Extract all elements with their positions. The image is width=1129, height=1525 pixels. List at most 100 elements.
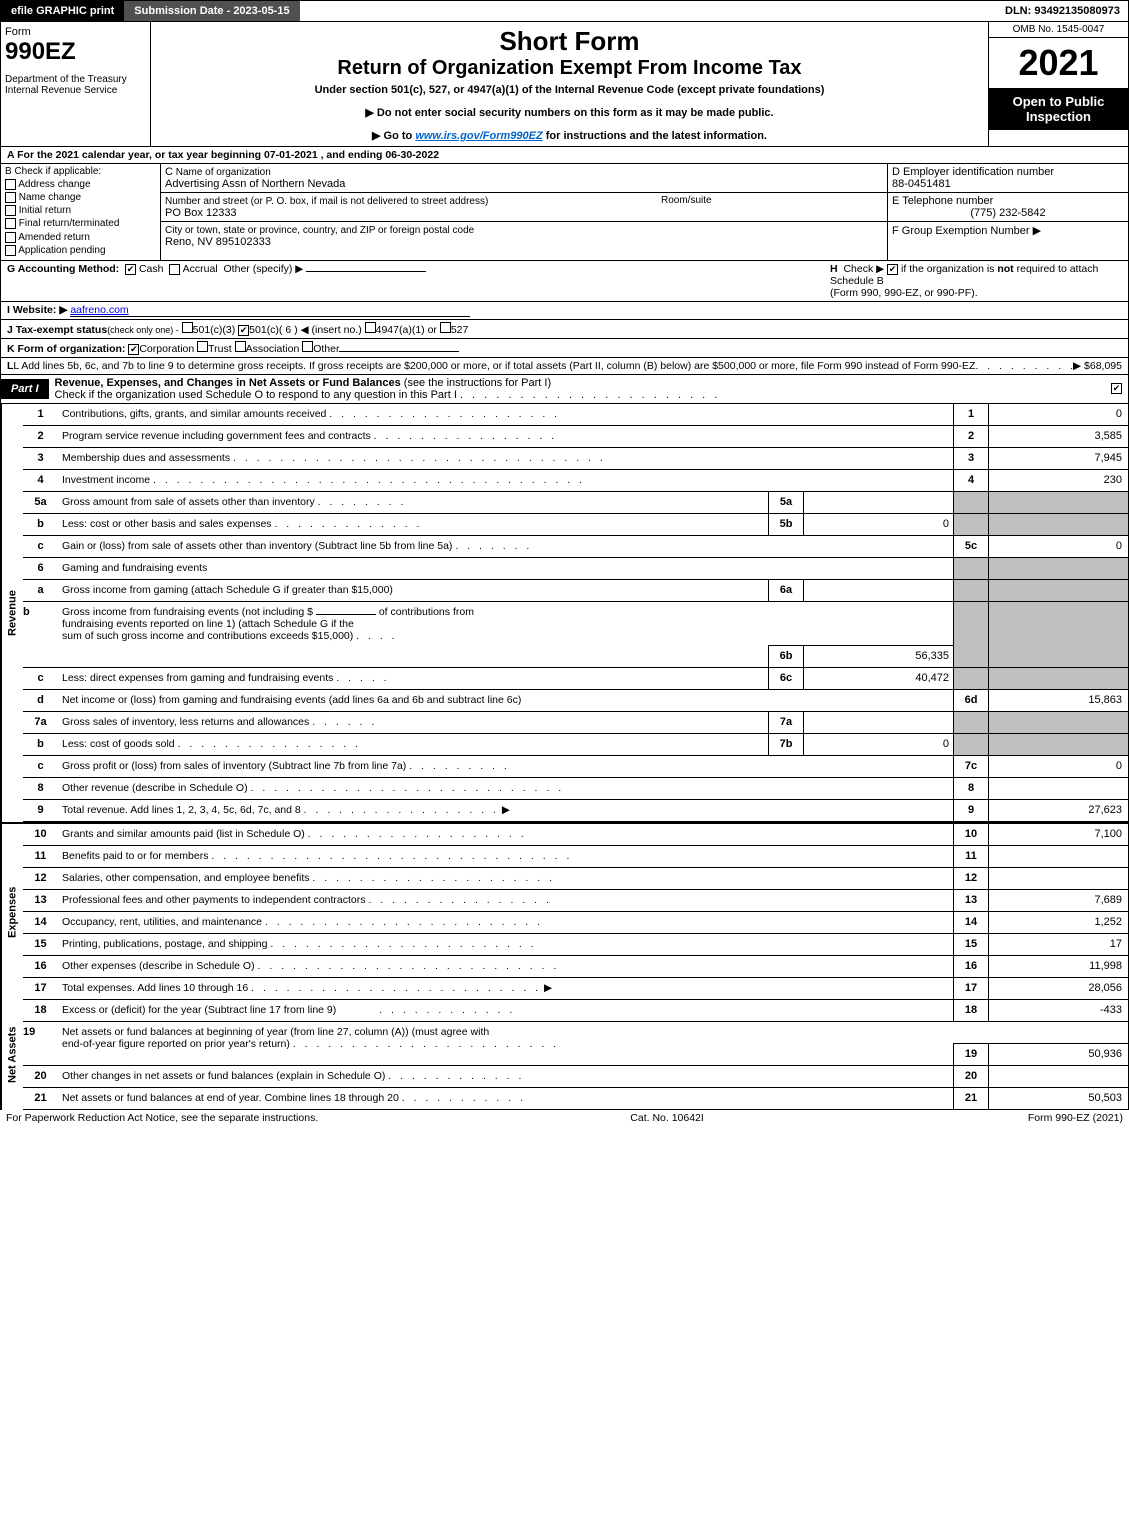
part1-label: Part I xyxy=(1,379,49,399)
val-13: 7,689 xyxy=(988,890,1128,911)
lbl-other-org: Other xyxy=(313,343,339,355)
h-check: Check ▶ xyxy=(843,263,884,275)
val-7c: 0 xyxy=(988,756,1128,777)
lbl-final-return: Final return/terminated xyxy=(19,219,120,230)
line-20: 20 Other changes in net assets or fund b… xyxy=(23,1066,1128,1088)
lbl-amended-return: Amended return xyxy=(18,232,90,243)
val-16: 11,998 xyxy=(988,956,1128,977)
val-6b: 56,335 xyxy=(803,645,953,667)
info-block: B Check if applicable: Address change Na… xyxy=(0,164,1129,261)
org-name: Advertising Assn of Northern Nevada xyxy=(165,178,345,190)
chk-initial-return[interactable] xyxy=(5,205,16,216)
line-6d: d Net income or (loss) from gaming and f… xyxy=(23,690,1128,712)
val-5b: 0 xyxy=(803,514,953,535)
header-right: OMB No. 1545-0047 2021 Open to Public In… xyxy=(988,22,1128,146)
val-6d: 15,863 xyxy=(988,690,1128,711)
chk-4947[interactable] xyxy=(365,322,376,333)
ssn-notice: ▶ Do not enter social security numbers o… xyxy=(155,106,984,119)
chk-527[interactable] xyxy=(440,322,451,333)
chk-assoc[interactable] xyxy=(235,341,246,352)
website-link[interactable]: aafreno.com xyxy=(70,304,470,317)
val-4: 230 xyxy=(988,470,1128,491)
chk-501c3[interactable] xyxy=(182,322,193,333)
dln-label: DLN: 93492135080973 xyxy=(1005,5,1128,17)
chk-amended-return[interactable] xyxy=(5,232,16,243)
chk-other-org[interactable] xyxy=(302,341,313,352)
line-6: 6 Gaming and fundraising events xyxy=(23,558,1128,580)
e-label: E Telephone number xyxy=(892,195,993,207)
chk-cash[interactable]: ✔ xyxy=(125,264,136,275)
line-7c: c Gross profit or (loss) from sales of i… xyxy=(23,756,1128,778)
line-8: 8 Other revenue (describe in Schedule O)… xyxy=(23,778,1128,800)
fundraising-amount-input[interactable] xyxy=(316,614,376,615)
chk-name-change[interactable] xyxy=(5,192,16,203)
efile-print-button[interactable]: efile GRAPHIC print xyxy=(1,1,124,21)
org-address: PO Box 12333 xyxy=(165,207,237,219)
expenses-side-label: Expenses xyxy=(1,824,23,1000)
chk-final-return[interactable] xyxy=(5,218,16,229)
line-18: 18 Excess or (deficit) for the year (Sub… xyxy=(23,1000,1128,1022)
lbl-address-change: Address change xyxy=(18,179,90,190)
other-specify-input[interactable] xyxy=(306,271,426,272)
val-14: 1,252 xyxy=(988,912,1128,933)
chk-501c[interactable]: ✔ xyxy=(238,325,249,336)
netassets-side-label: Net Assets xyxy=(1,1000,23,1110)
val-1: 0 xyxy=(988,404,1128,425)
name-label: Name of organization xyxy=(173,167,271,178)
val-15: 17 xyxy=(988,934,1128,955)
line-16: 16 Other expenses (describe in Schedule … xyxy=(23,956,1128,978)
b-label: B xyxy=(5,166,12,177)
val-12 xyxy=(988,868,1128,889)
h-label: H xyxy=(830,263,838,275)
lbl-501c: 501(c)( 6 ) ◀ (insert no.) xyxy=(249,324,362,336)
header-left: Form 990EZ Department of the Treasury In… xyxy=(1,22,151,146)
val-9: 27,623 xyxy=(988,800,1128,821)
footer-left: For Paperwork Reduction Act Notice, see … xyxy=(6,1112,318,1124)
val-5a xyxy=(803,492,953,513)
lbl-initial-return: Initial return xyxy=(19,205,71,216)
chk-trust[interactable] xyxy=(197,341,208,352)
f-label: F Group Exemption Number ▶ xyxy=(892,225,1041,237)
goto-pre: ▶ Go to xyxy=(372,130,415,142)
chk-corp[interactable]: ✔ xyxy=(128,344,139,355)
line-17: 17 Total expenses. Add lines 10 through … xyxy=(23,978,1128,1000)
submission-date-button[interactable]: Submission Date - 2023-05-15 xyxy=(124,1,299,21)
i-label: I Website: ▶ xyxy=(7,304,67,316)
chk-address-change[interactable] xyxy=(5,179,16,190)
val-20 xyxy=(988,1066,1128,1087)
h-text5: (Form 990, 990-EZ, or 990-PF). xyxy=(830,287,978,299)
addr-label: Number and street (or P. O. box, if mail… xyxy=(165,196,488,207)
other-org-input[interactable] xyxy=(339,351,459,352)
lbl-501c3: 501(c)(3) xyxy=(193,324,236,336)
line-6c: c Less: direct expenses from gaming and … xyxy=(23,668,1128,690)
g-label: G Accounting Method: xyxy=(7,263,119,275)
lbl-application-pending: Application pending xyxy=(18,245,105,256)
line-10: 10 Grants and similar amounts paid (list… xyxy=(23,824,1128,846)
val-11 xyxy=(988,846,1128,867)
j-label: J Tax-exempt status xyxy=(7,324,107,336)
lbl-name-change: Name change xyxy=(19,192,81,203)
val-6a xyxy=(803,580,953,601)
line-6b: b Gross income from fundraising events (… xyxy=(23,602,1128,668)
open-to-public: Open to Public Inspection xyxy=(989,88,1128,130)
l-value: 68,095 xyxy=(1090,360,1122,372)
line-15: 15 Printing, publications, postage, and … xyxy=(23,934,1128,956)
j-sub: (check only one) - xyxy=(107,325,179,335)
val-2: 3,585 xyxy=(988,426,1128,447)
lbl-assoc: Association xyxy=(246,343,300,355)
lbl-accrual: Accrual xyxy=(183,263,218,275)
return-title: Return of Organization Exempt From Incom… xyxy=(155,57,984,80)
chk-part1-schedo[interactable]: ✔ xyxy=(1111,383,1122,394)
lbl-527: 527 xyxy=(451,324,469,336)
section-k: K Form of organization: ✔ Corporation Tr… xyxy=(0,339,1129,358)
chk-h[interactable]: ✔ xyxy=(887,264,898,275)
line-14: 14 Occupancy, rent, utilities, and maint… xyxy=(23,912,1128,934)
val-18: -433 xyxy=(988,1000,1128,1021)
chk-accrual[interactable] xyxy=(169,264,180,275)
line-6a: a Gross income from gaming (attach Sched… xyxy=(23,580,1128,602)
section-g-h: G Accounting Method: ✔ Cash Accrual Othe… xyxy=(0,261,1129,302)
chk-application-pending[interactable] xyxy=(5,245,16,256)
irs-link[interactable]: www.irs.gov/Form990EZ xyxy=(415,130,542,142)
line-3: 3 Membership dues and assessments . . . … xyxy=(23,448,1128,470)
form-number: 990EZ xyxy=(5,38,146,66)
